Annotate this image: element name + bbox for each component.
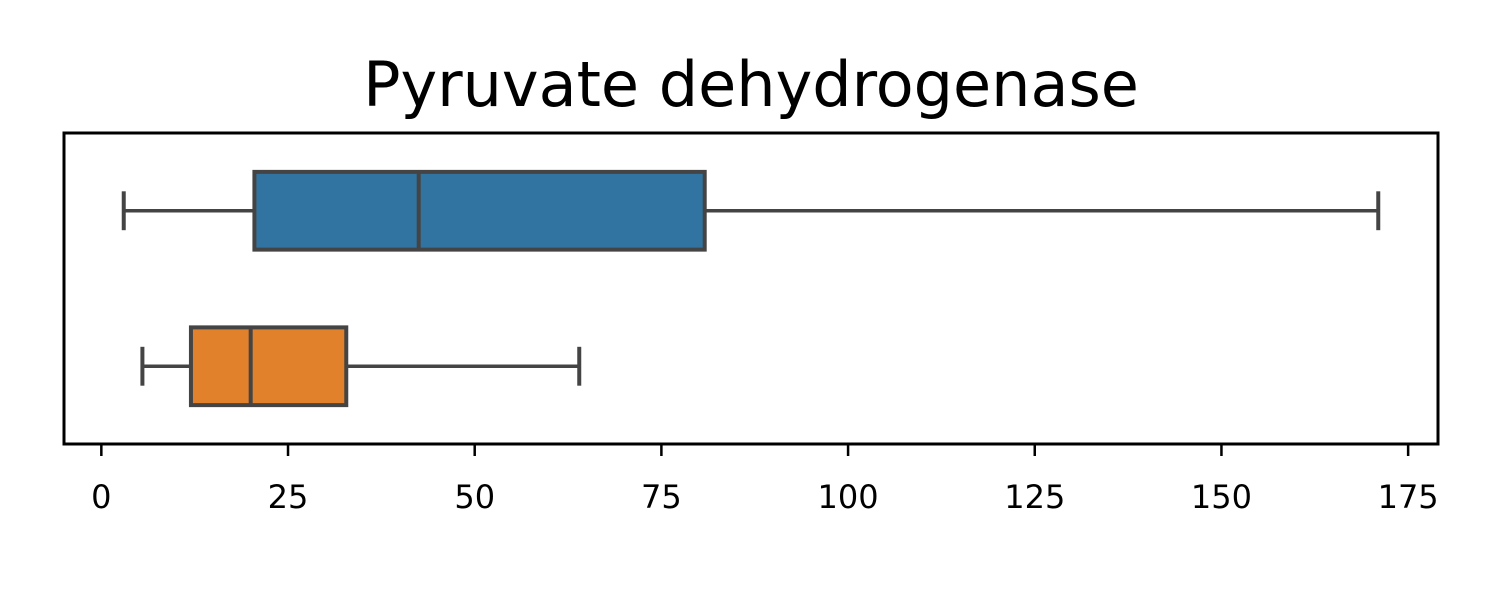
iqr-box xyxy=(252,169,707,252)
iqr-box xyxy=(188,325,349,408)
box-2 xyxy=(140,325,582,408)
x-tick-label: 75 xyxy=(641,478,682,516)
x-tick-label: 100 xyxy=(818,478,879,516)
x-tick-label: 25 xyxy=(268,478,309,516)
x-tick-label: 150 xyxy=(1191,478,1252,516)
x-tick-label: 0 xyxy=(91,478,111,516)
box-1 xyxy=(121,169,1381,252)
x-tick-label: 50 xyxy=(454,478,495,516)
x-tick-label: 125 xyxy=(1004,478,1065,516)
x-axis: 0 25 50 75 100 125 150 175 xyxy=(91,444,1439,516)
plot-frame xyxy=(62,131,1440,446)
box-group xyxy=(121,169,1381,408)
x-tick-label: 175 xyxy=(1378,478,1439,516)
chart-title: Pyruvate dehydrogenase xyxy=(363,48,1139,121)
